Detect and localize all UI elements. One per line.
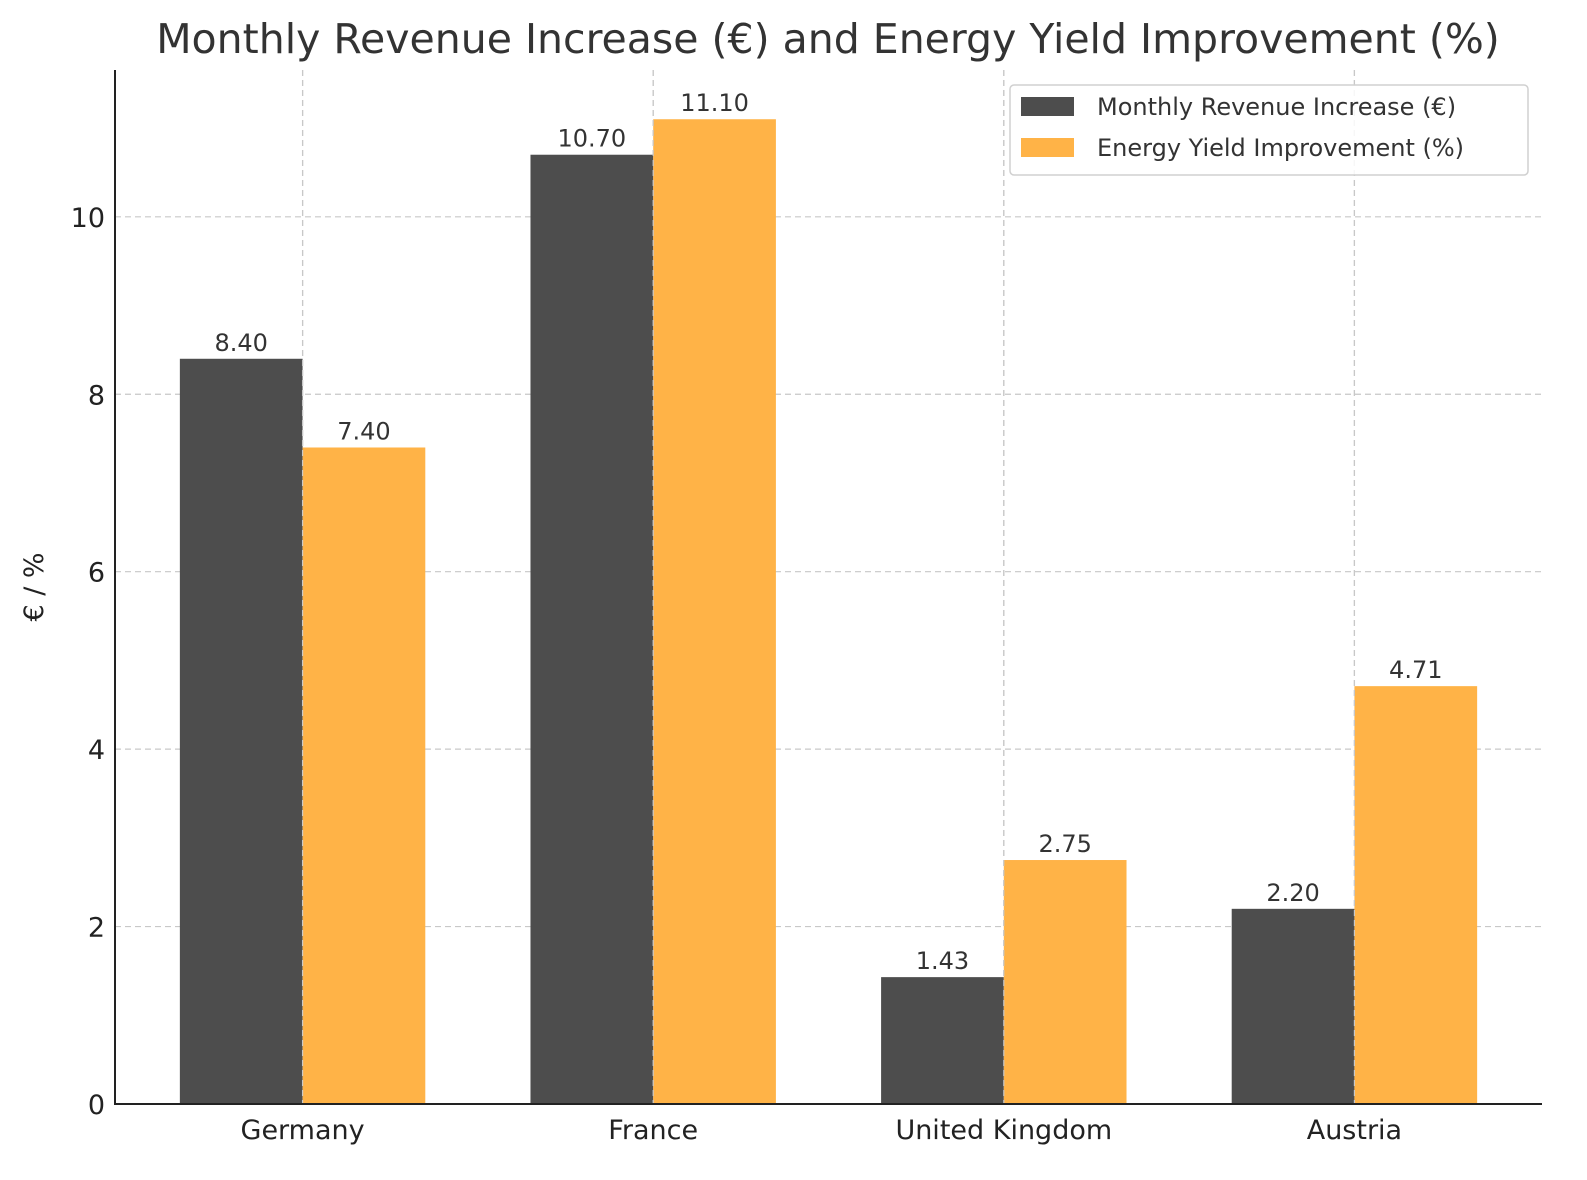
bar-1-0 — [302, 447, 426, 1104]
x-tick-label: Austria — [1307, 1115, 1402, 1146]
data-label: 2.20 — [1266, 879, 1319, 907]
legend-swatch — [1021, 138, 1074, 157]
data-label: 8.40 — [215, 329, 268, 357]
x-tick-label: Germany — [241, 1115, 365, 1146]
x-tick-label: France — [608, 1115, 698, 1146]
data-label: 10.70 — [557, 125, 626, 153]
bar-0-0 — [179, 358, 303, 1104]
bar-1-3 — [1354, 686, 1478, 1104]
data-label: 2.75 — [1038, 830, 1091, 858]
data-label: 1.43 — [916, 947, 969, 975]
bar-0-2 — [881, 977, 1004, 1104]
axes: 0 2 4 6 8 10 Germany France United Kingdom Austri… — [71, 70, 1542, 1146]
bar-0-1 — [530, 154, 654, 1105]
bar-1-2 — [1003, 860, 1127, 1104]
y-tick-label: 0 — [88, 1090, 105, 1121]
bar-1-1 — [653, 119, 776, 1104]
legend-label: Energy Yield Improvement (%) — [1097, 134, 1464, 162]
data-labels: 8.40 10.70 1.43 2.20 7.40 11.10 2.75 4.71 — [215, 89, 1443, 975]
chart-title: Monthly Revenue Increase (€) and Energy … — [156, 15, 1500, 63]
legend: Monthly Revenue Increase (€) Energy Yield… — [1009, 84, 1529, 176]
y-axis-label: € / % — [19, 552, 50, 621]
legend-label: Monthly Revenue Increase (€) — [1097, 93, 1456, 121]
y-tick-label: 2 — [88, 913, 105, 944]
x-tick-label: United Kingdom — [895, 1115, 1112, 1146]
y-tick-label: 4 — [88, 735, 105, 766]
data-label: 11.10 — [680, 89, 749, 117]
y-tick-label: 10 — [71, 203, 105, 234]
bars — [179, 70, 1478, 1105]
legend-swatch — [1021, 97, 1074, 116]
data-label: 7.40 — [337, 417, 390, 445]
legend-box — [1009, 84, 1529, 176]
y-tick-label: 6 — [88, 558, 105, 589]
bar-0-3 — [1231, 908, 1355, 1104]
data-label: 4.71 — [1389, 656, 1442, 684]
y-tick-label: 8 — [88, 380, 105, 411]
